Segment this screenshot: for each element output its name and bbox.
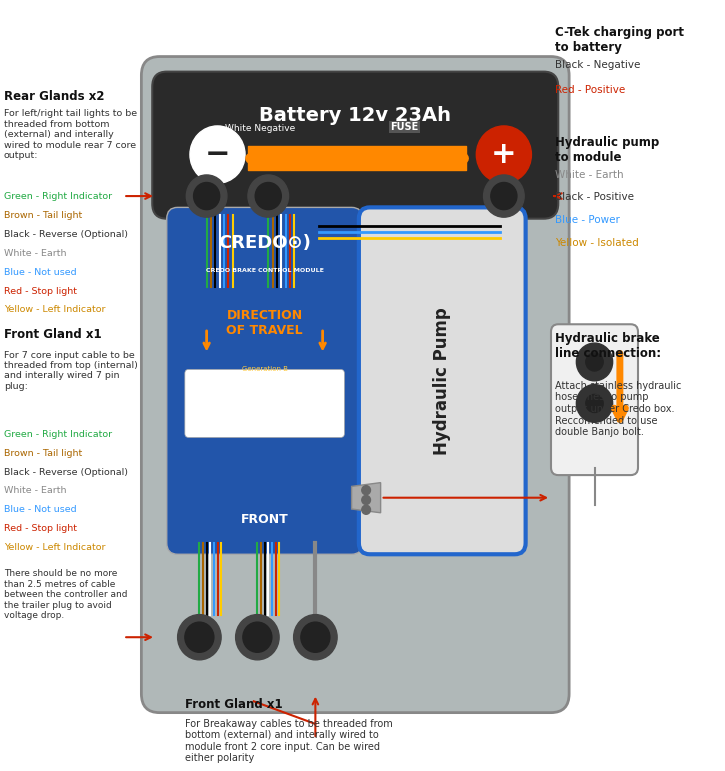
Circle shape	[586, 353, 603, 371]
Text: Blue - Not used: Blue - Not used	[4, 505, 76, 514]
Circle shape	[301, 622, 330, 652]
Text: Hydraulic Pump: Hydraulic Pump	[434, 307, 451, 455]
FancyBboxPatch shape	[152, 72, 558, 219]
Text: Orange
Positive: Orange Positive	[323, 149, 355, 168]
Circle shape	[194, 183, 220, 210]
Text: Hydraulic brake
line connection:: Hydraulic brake line connection:	[555, 332, 660, 360]
Circle shape	[362, 505, 370, 514]
FancyBboxPatch shape	[167, 207, 362, 554]
Text: White - Earth: White - Earth	[4, 487, 66, 496]
Text: Black - Reverse (Optional): Black - Reverse (Optional)	[4, 467, 128, 476]
Circle shape	[576, 385, 613, 423]
Circle shape	[576, 343, 613, 381]
Circle shape	[236, 614, 279, 660]
Circle shape	[362, 496, 370, 504]
Text: +: +	[491, 140, 517, 169]
Circle shape	[586, 395, 603, 412]
Text: Yellow - Left Indicator: Yellow - Left Indicator	[4, 543, 105, 552]
Text: Generation B: Generation B	[241, 365, 288, 372]
Circle shape	[294, 614, 337, 660]
Text: White - Earth: White - Earth	[555, 170, 624, 180]
Text: For 7 core input cable to be
threaded from top (internal)
and interally wired 7 : For 7 core input cable to be threaded fr…	[4, 351, 138, 391]
Text: FUSE: FUSE	[390, 122, 418, 132]
FancyBboxPatch shape	[551, 325, 638, 475]
Text: CREDO BRAKE CONTROL MODULE: CREDO BRAKE CONTROL MODULE	[206, 268, 323, 273]
Text: For Breakaway cables to be threaded from
bottom (external) and interally wired t: For Breakaway cables to be threaded from…	[185, 719, 393, 763]
Text: Battery 12v 23Ah: Battery 12v 23Ah	[260, 106, 451, 125]
FancyBboxPatch shape	[359, 207, 526, 554]
Text: DIRECTION
OF TRAVEL: DIRECTION OF TRAVEL	[226, 309, 303, 337]
FancyBboxPatch shape	[141, 56, 569, 712]
Text: Blue - Power: Blue - Power	[555, 215, 619, 225]
Text: PAIRING NUMBER: PAIRING NUMBER	[233, 377, 296, 382]
Text: Attach stainless hydraulic
hose lines to pump
output under Credo box.
Reccomende: Attach stainless hydraulic hose lines to…	[555, 381, 681, 437]
Circle shape	[362, 486, 370, 495]
Text: White - Earth: White - Earth	[4, 249, 66, 258]
Text: Black - Positive: Black - Positive	[555, 192, 634, 202]
Text: Black - Negative: Black - Negative	[555, 60, 640, 70]
Circle shape	[185, 622, 214, 652]
Text: Hydraulic pump
to module: Hydraulic pump to module	[555, 136, 659, 163]
Text: Yellow - Isolated: Yellow - Isolated	[555, 237, 639, 247]
Text: Brown - Tail light: Brown - Tail light	[4, 211, 82, 221]
Text: Front Gland x1: Front Gland x1	[185, 698, 283, 711]
Text: Front Gland x1: Front Gland x1	[4, 328, 102, 341]
Text: For left/right tail lights to be
threaded from bottom
(external) and interally
w: For left/right tail lights to be threade…	[4, 109, 137, 160]
FancyBboxPatch shape	[185, 369, 344, 437]
Polygon shape	[352, 483, 381, 513]
Circle shape	[190, 126, 245, 183]
Text: −: −	[204, 140, 231, 169]
Circle shape	[476, 126, 531, 183]
Circle shape	[178, 614, 221, 660]
Text: White Negative: White Negative	[225, 123, 295, 133]
Text: FRONT: FRONT	[241, 513, 289, 527]
Text: CREDO⊙): CREDO⊙)	[218, 234, 311, 252]
Circle shape	[248, 175, 289, 217]
Text: Red - Stop light: Red - Stop light	[4, 287, 77, 295]
Text: Green - Right Indicator: Green - Right Indicator	[4, 192, 112, 201]
Text: Blue - Not used: Blue - Not used	[4, 268, 76, 277]
Circle shape	[243, 622, 272, 652]
Text: Yellow - Left Indicator: Yellow - Left Indicator	[4, 305, 105, 315]
Circle shape	[491, 183, 517, 210]
Text: Red - Stop light: Red - Stop light	[4, 524, 77, 533]
Circle shape	[255, 183, 281, 210]
Circle shape	[186, 175, 227, 217]
Text: Red - Positive: Red - Positive	[555, 86, 625, 95]
Text: Green - Right Indicator: Green - Right Indicator	[4, 430, 112, 439]
Text: Rear Glands x2: Rear Glands x2	[4, 90, 104, 103]
Text: Black - Reverse (Optional): Black - Reverse (Optional)	[4, 230, 128, 239]
Text: Brown - Tail light: Brown - Tail light	[4, 449, 82, 458]
Circle shape	[484, 175, 524, 217]
Text: C-Tek charging port
to battery: C-Tek charging port to battery	[555, 26, 684, 55]
Text: There should be no more
than 2.5 metres of cable
between the controller and
the : There should be no more than 2.5 metres …	[4, 569, 127, 620]
